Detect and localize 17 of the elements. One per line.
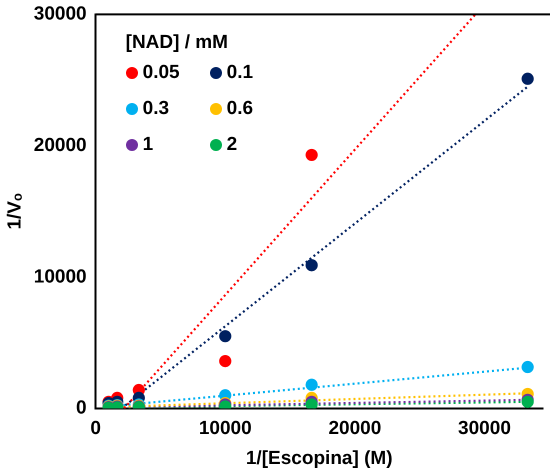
legend-label: 0.3 [142,98,170,120]
legend-label: 0.6 [226,98,254,120]
legend-label: 0.05 [142,62,180,84]
x-tick-label: 20000 [328,418,382,440]
x-tick-label: 10000 [198,418,252,440]
y-tick-label: 0 [76,398,87,419]
y-axis-title: 1/Vₒ [4,193,26,230]
x-tick-label: 30000 [458,418,511,440]
legend-label: 2 [226,134,238,156]
y-tick-label: 20000 [34,134,87,156]
x-tick-label: 0 [90,418,101,440]
legend-title: [NAD] / mM [126,32,230,54]
y-tick-label: 10000 [34,266,87,288]
x-axis-title: 1/[Escopina] (M) [246,448,393,469]
legend-label: 0.1 [226,62,254,84]
y-tick-label: 30000 [34,4,87,25]
legend-label: 1 [142,134,154,156]
